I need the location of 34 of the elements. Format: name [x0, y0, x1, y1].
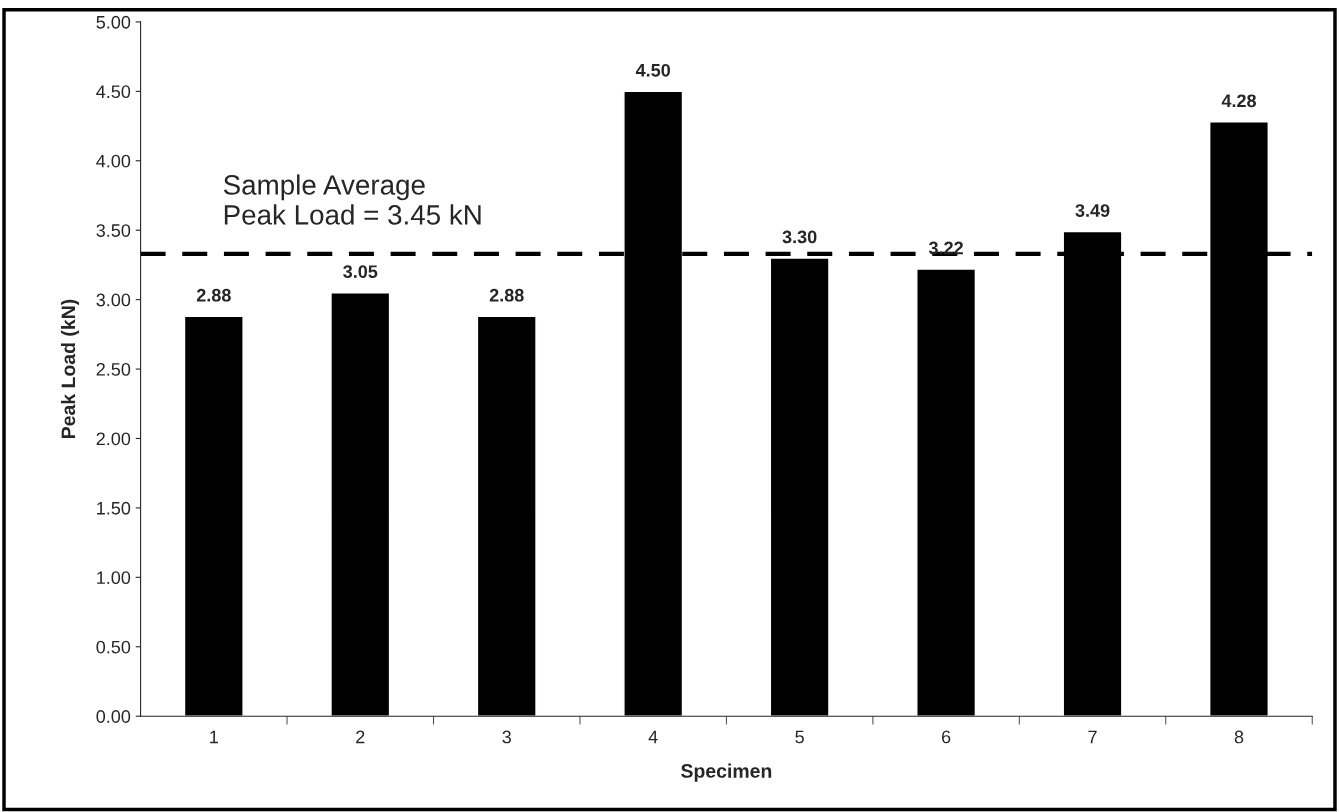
y-tick-label: 5.00: [96, 15, 131, 29]
y-tick-label: 2.50: [96, 362, 131, 376]
data-label: 3.49: [1075, 204, 1110, 217]
data-label: 3.05: [343, 265, 378, 279]
y-tick-label: 4.00: [96, 154, 131, 168]
data-label: 3.30: [782, 230, 817, 244]
annotation: Sample Average Peak Load = 3.45 kN: [223, 174, 481, 225]
x-tick-label: 5: [795, 730, 804, 744]
data-label: 4.28: [1221, 94, 1257, 108]
x-tick-label: 6: [941, 730, 951, 744]
y-tick-label: 1.50: [97, 501, 131, 515]
y-tick-label: 3.00: [96, 293, 131, 307]
data-label: 2.88: [489, 288, 524, 302]
x-tick-label: 4: [648, 730, 658, 744]
x-tick-label: 3: [502, 730, 511, 744]
bar: [183, 315, 244, 717]
y-tick-label: 1.00: [97, 571, 131, 585]
y-axis-title: Peak Load (kN): [60, 299, 80, 438]
data-label: 3.22: [928, 241, 963, 255]
x-tick-label: 2: [356, 730, 365, 744]
y-tick-label: 4.50: [96, 85, 131, 99]
y-tick-label: 2.00: [96, 432, 131, 446]
data-label: 4.50: [635, 63, 671, 77]
x-tick-label: 8: [1234, 730, 1244, 744]
x-tick-label: 7: [1088, 730, 1097, 744]
x-axis-title: Specimen: [681, 763, 772, 782]
bar: [476, 315, 537, 717]
data-label: 2.88: [196, 288, 231, 302]
y-tick-label: 0.00: [96, 710, 131, 723]
bar: [330, 291, 391, 717]
y-tick-label: 3.50: [96, 224, 131, 237]
y-tick-label: 0.50: [96, 640, 131, 654]
bar: [916, 268, 977, 717]
x-tick-label: 1: [210, 730, 218, 744]
